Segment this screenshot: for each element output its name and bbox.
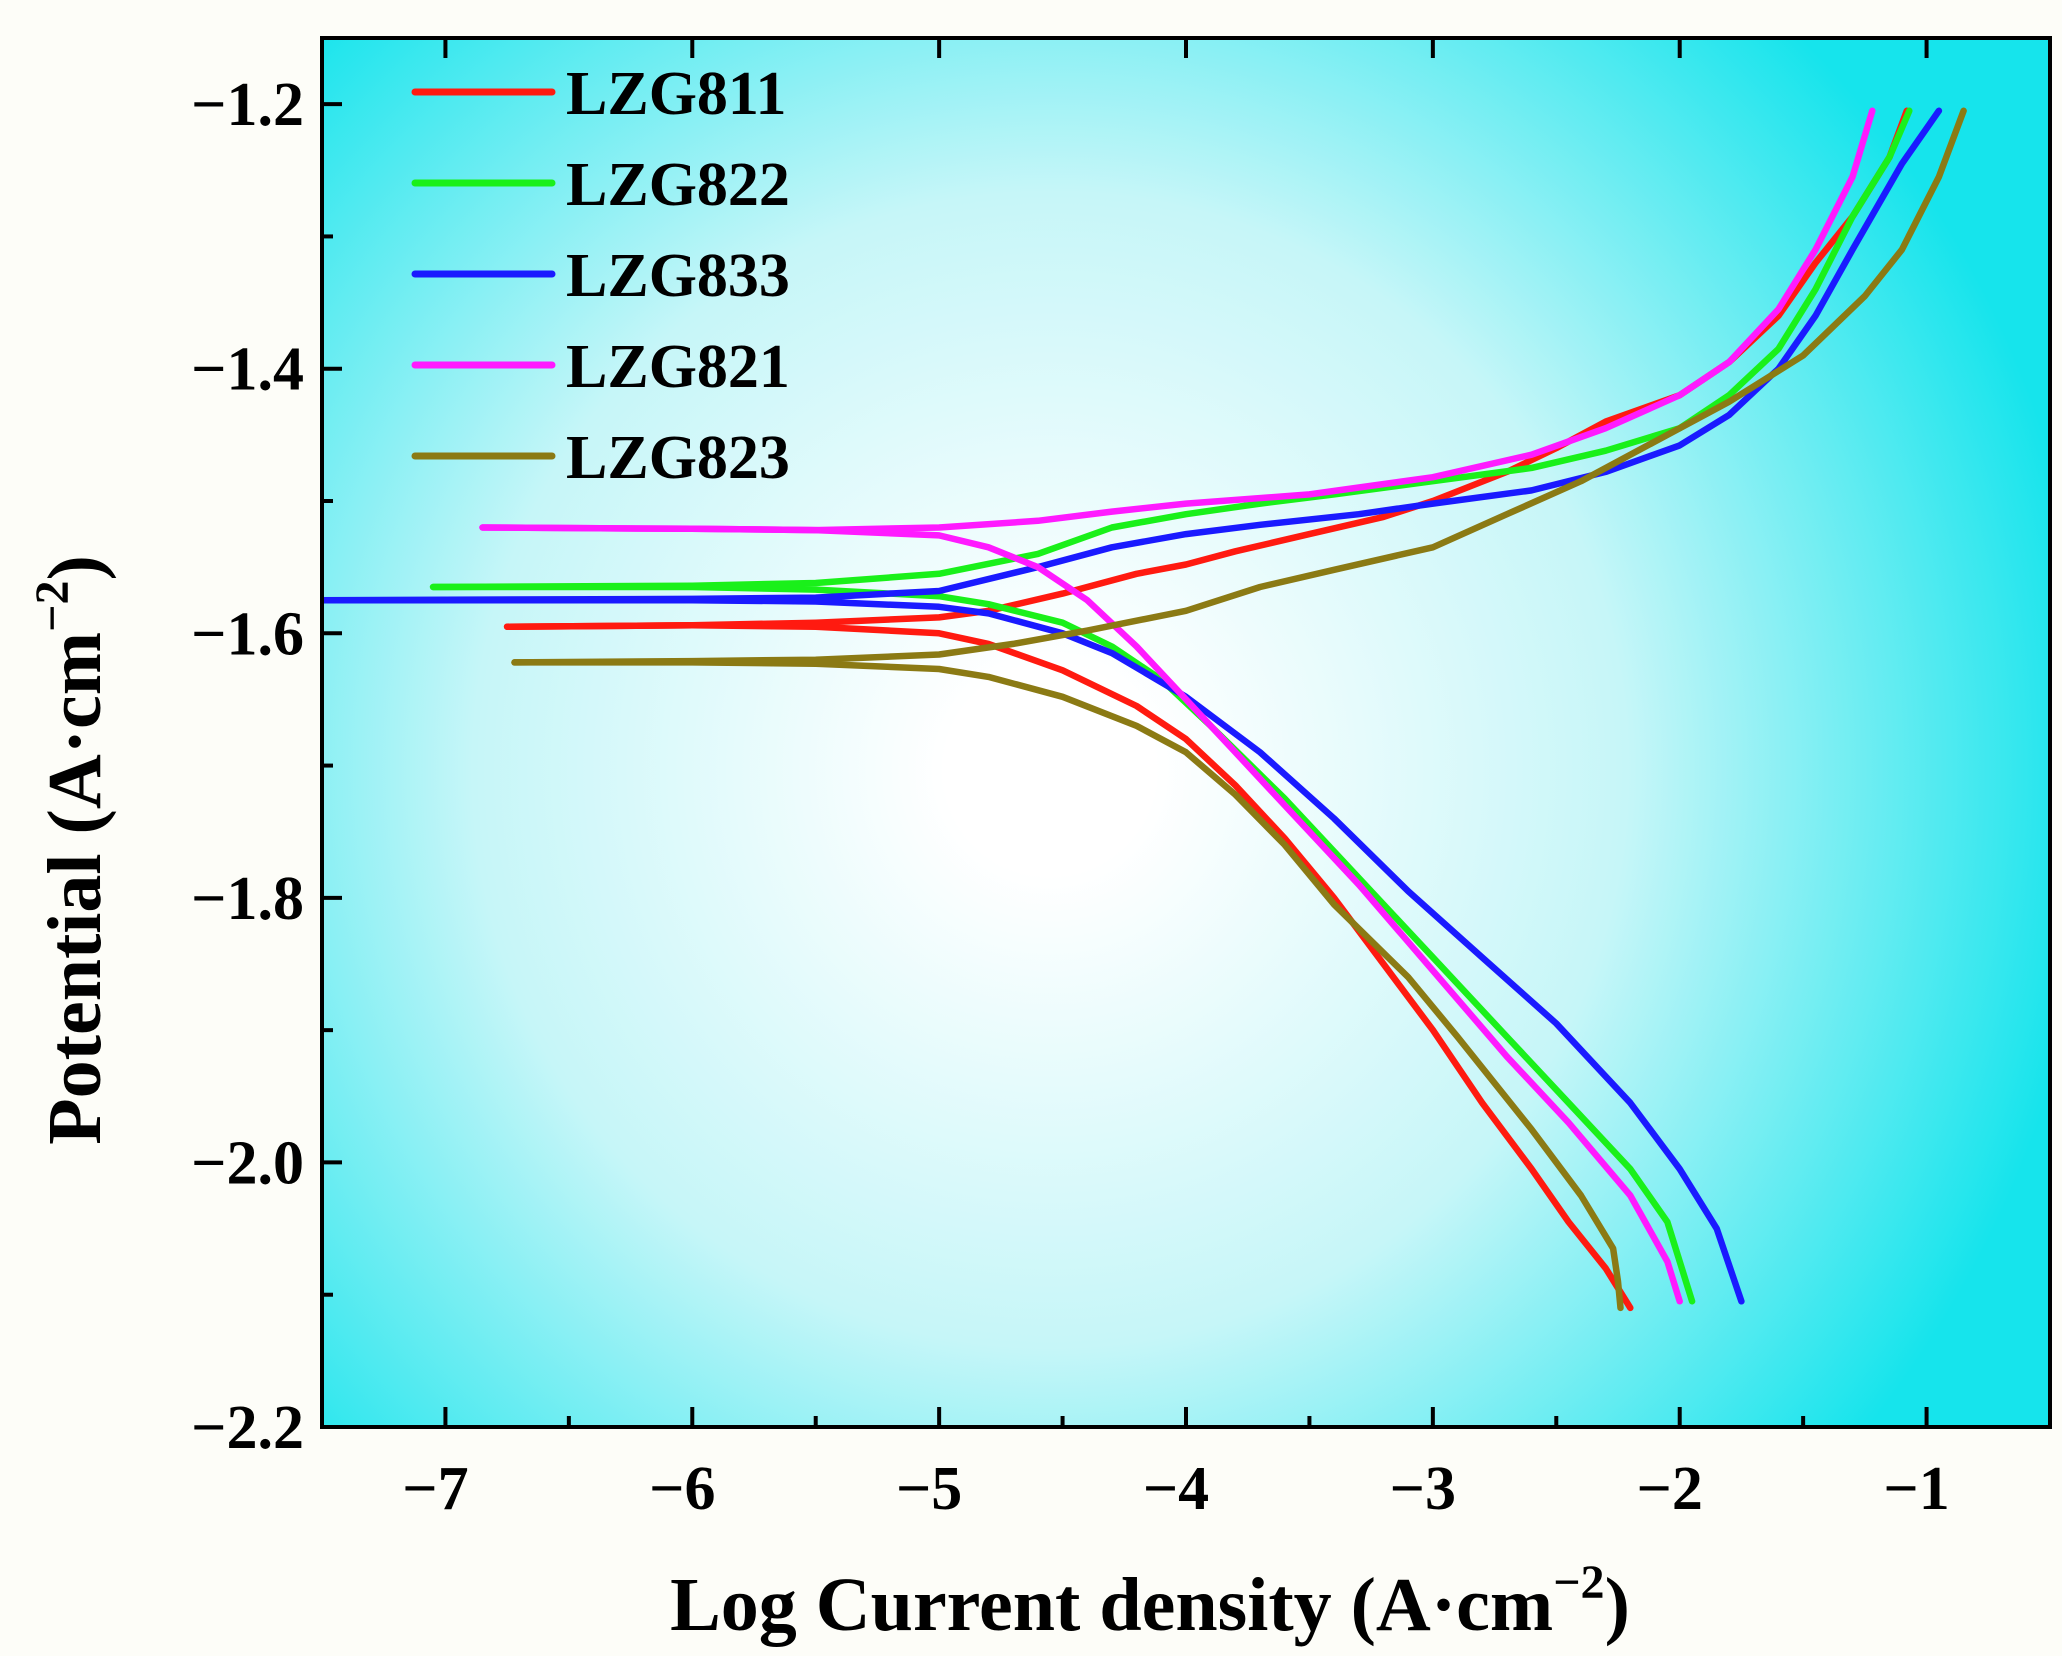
axis-ticks: −7 −6 −5 −4 −3 −2 −1 −1.2 −1.4 −1.6 −1.8 −2.0 −2.2: [191, 38, 2052, 1523]
y-axis-title-close: ): [33, 555, 117, 580]
x-tick-label: −6: [649, 1455, 715, 1523]
legend-label-lzg823: LZG823: [566, 424, 790, 492]
y-tick-label: −1.4: [191, 336, 304, 404]
legend-label-lzg811: LZG811: [566, 60, 787, 128]
series-line-lzg823-cathodic: [511, 659, 1624, 1312]
series-line-lzg811-cathodic: [503, 622, 1634, 1312]
y-tick-label: −2.0: [191, 1129, 304, 1197]
legend-label-lzg821: LZG821: [566, 333, 790, 401]
y-tick-label: −1.6: [191, 600, 304, 668]
legend: LZG811 LZG822 LZG833 LZG821 LZG823: [411, 60, 790, 492]
series-line-lzg833-anodic: [322, 107, 1943, 604]
series-line-lzg821-anodic: [479, 107, 1876, 534]
x-axis-title-main: Log Current density (A·cm: [670, 1563, 1553, 1647]
series-line-lzg821-cathodic: [479, 524, 1683, 1305]
x-tick-label: −5: [896, 1455, 962, 1523]
y-tick-label: −1.8: [191, 865, 304, 933]
y-axis-title-main: Potential (A·cm: [33, 632, 117, 1145]
y-tick-label: −1.2: [191, 71, 304, 139]
series-line-lzg823-anodic: [511, 107, 1967, 666]
x-tick-label: −1: [1883, 1455, 1949, 1523]
legend-label-lzg822: LZG822: [566, 151, 790, 219]
x-tick-label: −7: [402, 1455, 468, 1523]
legend-label-lzg833: LZG833: [566, 242, 790, 310]
series-line-lzg833-cathodic: [322, 596, 1745, 1305]
y-tick-label: −2.2: [191, 1394, 304, 1462]
series-line-lzg822-anodic: [429, 107, 1913, 591]
x-axis-title: Log Current density (A·cm−2): [670, 1556, 1630, 1647]
x-tick-label: −2: [1637, 1455, 1703, 1523]
x-tick-label: −4: [1143, 1455, 1209, 1523]
y-axis-title-superscript: −2: [26, 581, 79, 632]
plot-area-background: [322, 38, 2050, 1427]
x-tick-label: −3: [1390, 1455, 1456, 1523]
y-axis-title: Potential (A·cm−2): [26, 555, 117, 1145]
x-axis-title-superscript: −2: [1553, 1556, 1604, 1609]
series-layer: [322, 107, 1967, 1312]
x-axis-title-close: ): [1605, 1563, 1630, 1647]
